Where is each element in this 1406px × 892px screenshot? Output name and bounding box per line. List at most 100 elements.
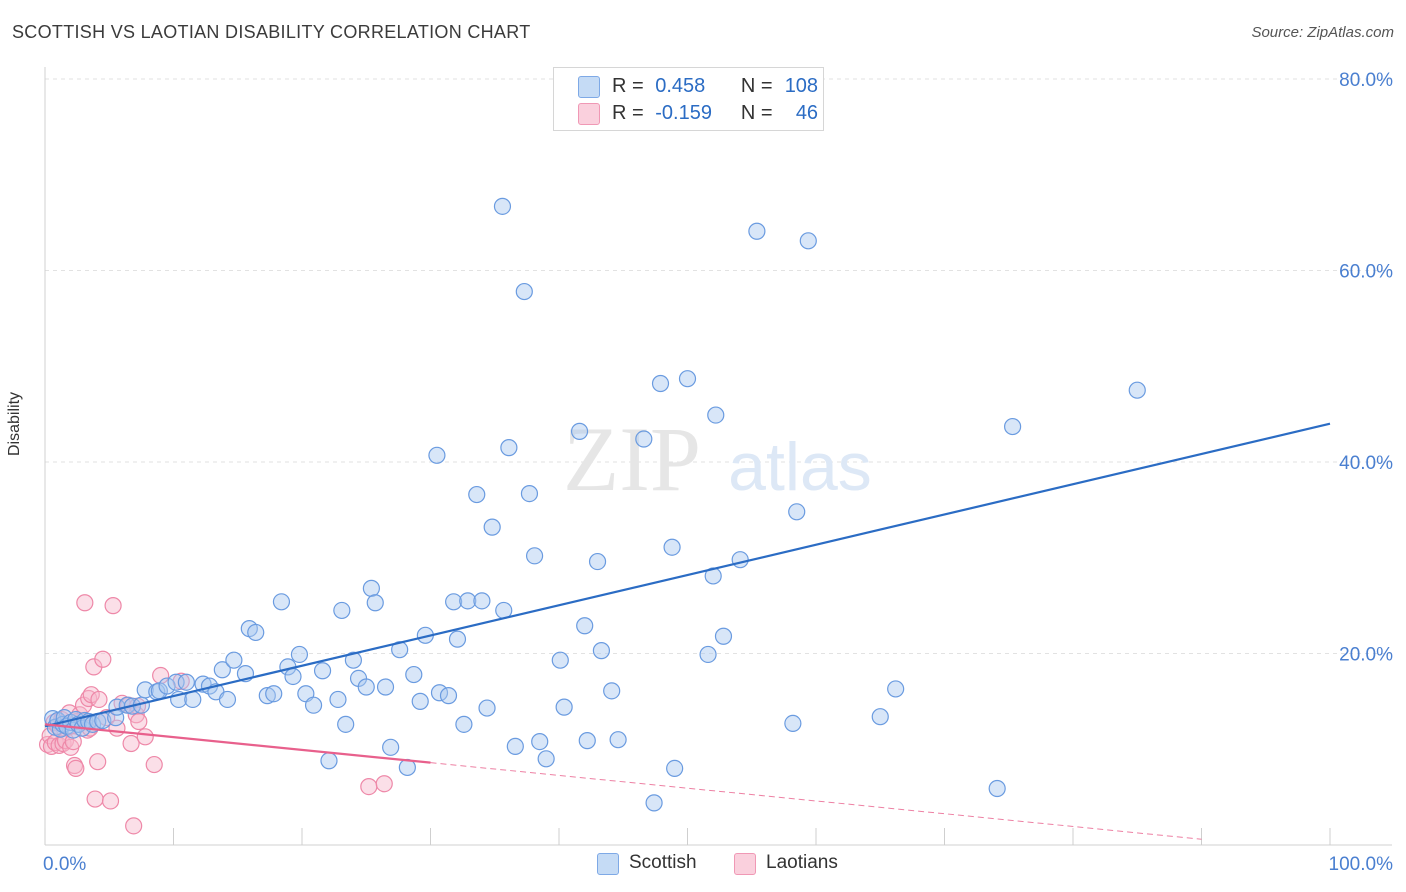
scottish-point	[158, 677, 176, 695]
scottish-point	[731, 551, 749, 569]
scottish-point	[411, 692, 429, 710]
scottish-point	[555, 698, 573, 716]
scottish-point	[531, 732, 549, 751]
scottish-point	[247, 623, 265, 642]
chart-title: SCOTTISH VS LAOTIAN DISABILITY CORRELATI…	[12, 22, 531, 42]
scottish-point	[592, 642, 611, 660]
scottish-point	[218, 690, 237, 709]
scottish-point	[265, 685, 283, 703]
scottish-point	[366, 594, 384, 612]
watermark-zip: ZIP	[563, 408, 701, 510]
laotian-point	[360, 777, 378, 796]
scottish-legend-label: Scottish	[629, 852, 697, 873]
laotian-point	[89, 753, 107, 771]
scottish-point	[439, 687, 458, 705]
laotian-point	[54, 734, 72, 753]
data-points	[38, 197, 1146, 835]
scottish-point	[1004, 417, 1022, 436]
scottish-point	[493, 197, 512, 215]
scottish-point	[459, 592, 477, 610]
y-tick-label: 80.0%	[1339, 70, 1393, 91]
scottish-point	[645, 794, 663, 812]
r-label: R =	[612, 75, 644, 97]
scottish-point	[651, 374, 670, 393]
scottish-point	[329, 690, 347, 709]
y-tick-label: 20.0%	[1339, 645, 1393, 666]
r-value-laotians: -0.159	[655, 102, 712, 124]
scottish-point	[537, 750, 555, 768]
scottish-point	[988, 779, 1006, 798]
laotians-legend-swatch	[734, 853, 756, 875]
scottish-point	[635, 430, 653, 448]
scottish-point	[468, 485, 486, 504]
scottish-point	[506, 737, 524, 755]
watermark-atlas: atlas	[728, 429, 872, 505]
n-label: N =	[740, 75, 773, 97]
scottish-point	[551, 651, 569, 669]
scottish-point	[455, 715, 473, 733]
scottish-point	[213, 661, 231, 679]
laotian-point	[101, 792, 120, 810]
laotian-point	[136, 728, 154, 746]
laotian-point	[375, 775, 393, 793]
scottish-point	[337, 715, 355, 733]
scottish-point	[887, 680, 905, 698]
laotian-trend-extension	[430, 762, 1202, 840]
scottish-point	[448, 630, 467, 648]
scottish-point	[478, 699, 496, 717]
laotian-point	[94, 650, 112, 668]
laotian-point	[90, 690, 108, 709]
scottish-point	[483, 518, 501, 536]
scottish-point	[272, 593, 291, 611]
scottish-point	[525, 547, 544, 565]
trend-lines	[44, 422, 1331, 840]
y-tick-label: 60.0%	[1339, 262, 1393, 283]
scottish-trend-line	[44, 422, 1331, 728]
scottish-point	[714, 627, 733, 645]
scottish-point	[707, 406, 725, 424]
scottish-point	[344, 651, 362, 669]
tick-labels: 20.0% 40.0% 60.0% 80.0% 0.0% 100.0%	[43, 70, 1393, 875]
laotian-swatch	[578, 103, 600, 125]
laotian-point	[104, 597, 122, 615]
scottish-point	[382, 738, 400, 756]
r-label: R =	[612, 102, 644, 124]
scottish-point	[500, 439, 518, 457]
scottish-point	[603, 682, 621, 700]
scottish-point	[376, 678, 395, 696]
laotian-point	[145, 755, 163, 774]
n-label: N =	[740, 102, 773, 124]
laotian-trend-line	[44, 723, 431, 764]
scottish-point	[578, 732, 596, 750]
correlation-legend: R = 0.458 N = 108 R = -0.159 N = 46	[553, 67, 824, 131]
scottish-point	[666, 759, 684, 778]
scottish-point	[304, 696, 323, 714]
scottish-point	[333, 601, 351, 620]
scottish-point	[799, 232, 817, 250]
scottish-point	[588, 552, 607, 571]
scottish-point	[357, 678, 375, 696]
scottish-point	[520, 484, 539, 503]
x-tick-label: 100.0%	[1329, 854, 1394, 875]
scottish-point	[1128, 381, 1146, 399]
scottish-point	[405, 665, 423, 684]
scottish-point	[609, 731, 627, 749]
r-value-scottish: 0.458	[655, 75, 706, 97]
scottish-point	[515, 282, 533, 301]
n-value-scottish: 108	[784, 75, 819, 97]
laotian-point	[125, 817, 143, 835]
scottish-point	[699, 645, 717, 664]
laotian-point	[67, 759, 85, 778]
scottish-point	[362, 579, 380, 597]
scottish-legend-swatch	[597, 853, 619, 875]
scottish-point	[258, 687, 276, 705]
scottish-point	[784, 714, 802, 732]
scottish-point	[871, 708, 889, 726]
laotian-point	[65, 756, 84, 775]
source-label: Source: ZipAtlas.com	[1251, 24, 1394, 41]
laotian-point	[76, 594, 94, 612]
scottish-point	[570, 422, 589, 440]
scottish-point	[320, 752, 338, 770]
scottish-point	[788, 503, 806, 521]
